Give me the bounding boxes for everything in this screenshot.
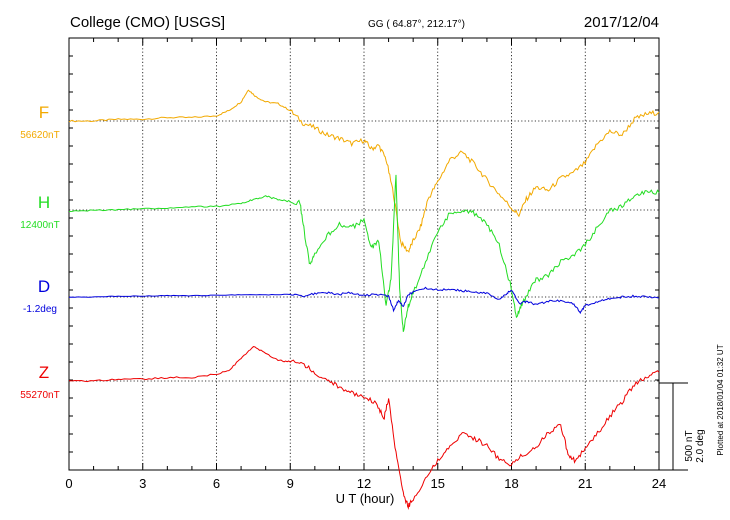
x-tick-label-9: 9 [287,476,294,491]
component-label-F: F [39,103,49,122]
plotted-note: Plotted at 2018/01/04 01:32 UT [716,344,725,455]
series-lines [68,89,660,510]
series-line-D [68,286,660,315]
x-tick-label-18: 18 [504,476,518,491]
component-label-D: D [38,277,50,296]
x-tick-labels: 0 3 6 9 12 15 18 21 24 [65,476,666,491]
baseline-value-H: 12400nT [20,220,59,231]
baseline-lines [69,120,659,382]
series-line-H [68,174,660,332]
component-label-Z: Z [39,363,49,382]
x-tick-label-3: 3 [139,476,146,491]
x-tick-label-6: 6 [213,476,220,491]
x-tick-label-12: 12 [357,476,371,491]
component-labels: F 56620nT H 12400nT D -1.2deg Z 55270nT [20,103,59,401]
coordinates-label: GG ( 64.87°, 212.17°) [368,19,465,30]
baseline-value-Z: 55270nT [20,390,59,401]
x-axis-label: U T (hour) [336,491,395,506]
baseline-value-F: 56620nT [20,130,59,141]
scale-deg-label: 2.0 deg [695,429,706,462]
date-label: 2017/12/04 [584,14,659,31]
scale-nt-label: 500 nT [684,430,695,461]
component-label-H: H [38,193,50,212]
x-tick-label-24: 24 [652,476,666,491]
x-tick-label-21: 21 [578,476,592,491]
baseline-value-D: -1.2deg [23,304,57,315]
series-line-Z [68,346,660,510]
x-tick-label-0: 0 [65,476,72,491]
series-line-F [68,89,660,253]
station-title: College (CMO) [USGS] [70,14,225,31]
x-tick-label-15: 15 [431,476,445,491]
grid-lines [68,38,660,470]
